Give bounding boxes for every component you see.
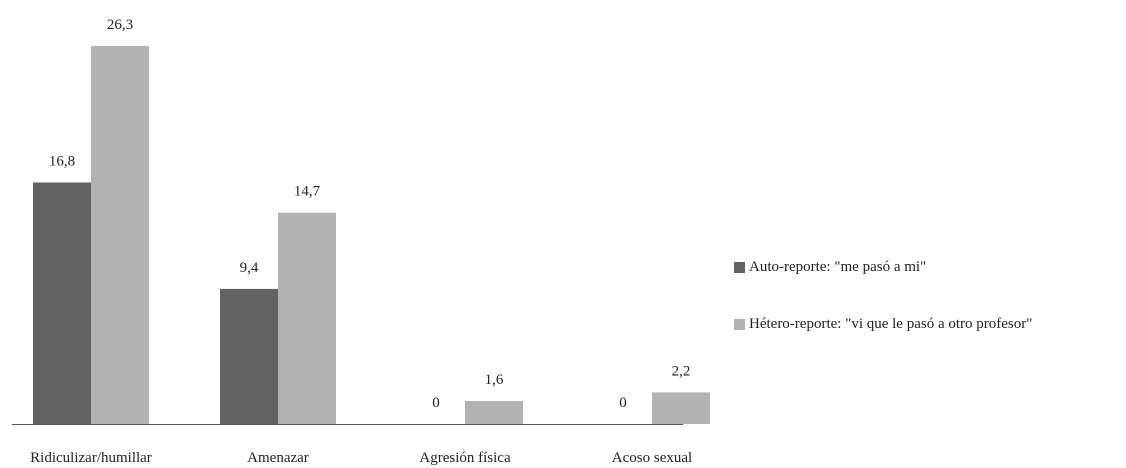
bar-hetero-reporte-ridiculizar-humillar — [91, 45, 149, 424]
legend-swatch-auto-reporte — [734, 261, 745, 273]
bar-hetero-reporte-acoso-sexual — [652, 392, 710, 424]
bar-auto-reporte-ridiculizar-humillar — [33, 182, 91, 424]
legend-label-hetero-reporte: Hétero-reporte: "vi que le pasó a otro p… — [749, 316, 1033, 332]
value-label-auto-reporte-amenazar: 9,4 — [240, 260, 259, 276]
legend: Auto-reporte: "me pasó a mi" Hétero-repo… — [734, 258, 1032, 333]
value-label-auto-reporte-ridiculizar-humillar: 16,8 — [49, 154, 75, 170]
bar-hetero-reporte-agresion-fisica — [465, 401, 523, 424]
value-label-auto-reporte-agresion-fisica: 0 — [432, 395, 440, 411]
legend-swatch-hetero-reporte — [734, 318, 745, 330]
value-label-hetero-reporte-ridiculizar-humillar: 26,3 — [107, 17, 133, 33]
legend-item-auto-reporte: Auto-reporte: "me pasó a mi" — [734, 258, 1032, 276]
bars-group — [33, 45, 710, 424]
category-label-amenazar: Amenazar — [247, 450, 309, 466]
value-label-auto-reporte-acoso-sexual: 0 — [619, 395, 627, 411]
category-labels-group: Ridiculizar/humillar Amenazar Agresión fís… — [30, 450, 692, 466]
category-label-agresion-fisica: Agresión física — [419, 450, 511, 466]
bar-auto-reporte-amenazar — [220, 288, 278, 424]
category-label-acoso-sexual: Acoso sexual — [612, 450, 692, 466]
value-labels-group: 16,8 26,3 9,4 14,7 0 1,6 0 2,2 — [49, 17, 691, 411]
value-label-hetero-reporte-acoso-sexual: 2,2 — [672, 363, 691, 379]
value-label-hetero-reporte-agresion-fisica: 1,6 — [485, 372, 504, 388]
value-label-hetero-reporte-amenazar: 14,7 — [294, 184, 321, 200]
bar-hetero-reporte-amenazar — [278, 212, 336, 424]
legend-label-auto-reporte: Auto-reporte: "me pasó a mi" — [749, 259, 927, 275]
legend-item-hetero-reporte: Hétero-reporte: "vi que le pasó a otro p… — [734, 315, 1032, 333]
category-label-ridiculizar-humillar: Ridiculizar/humillar — [30, 450, 152, 466]
